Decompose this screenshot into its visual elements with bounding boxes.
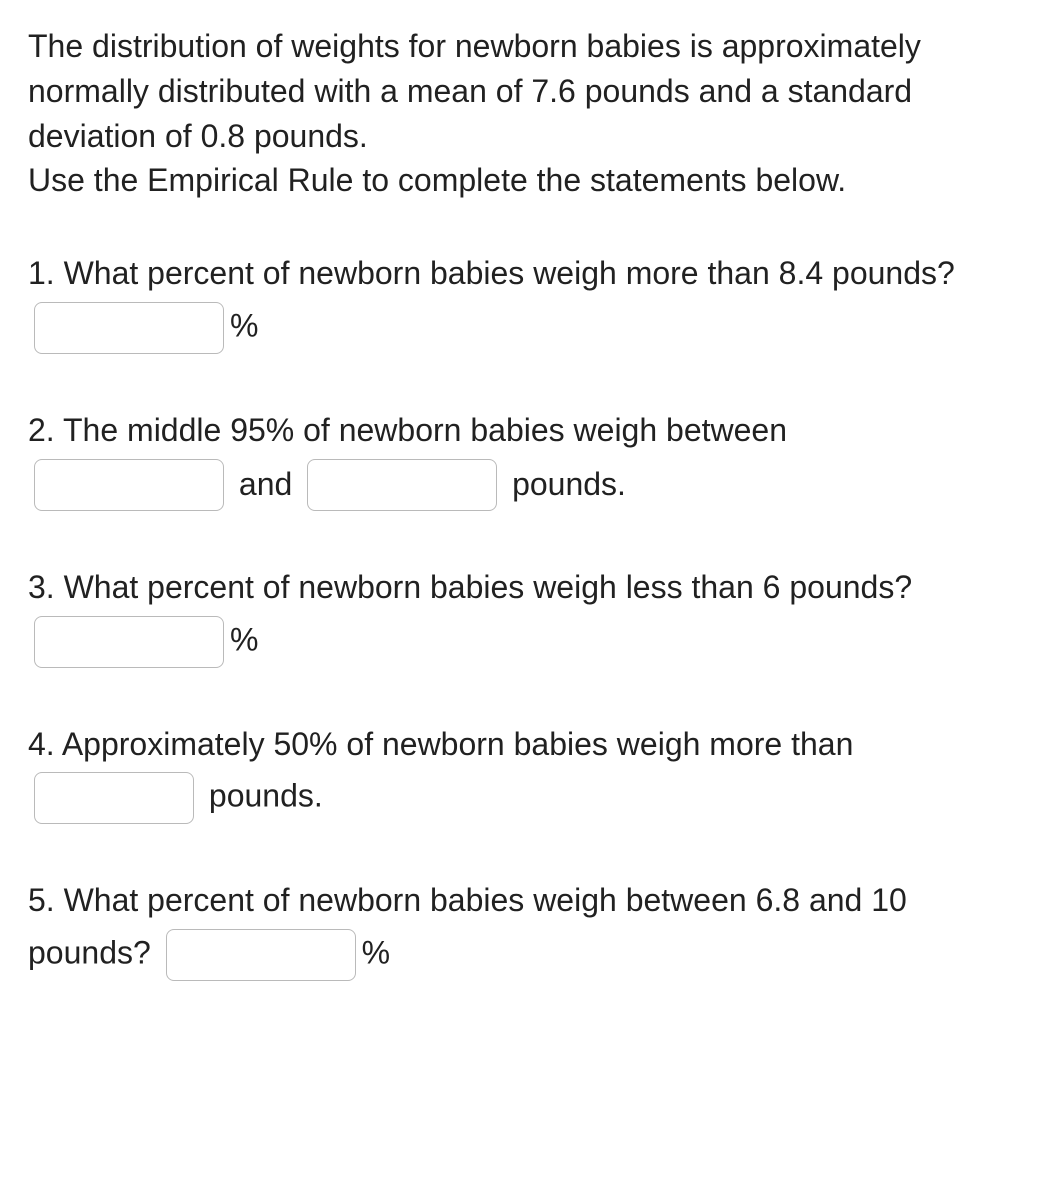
q2-lower-bound-input[interactable] <box>34 459 224 511</box>
q4-answer-input[interactable] <box>34 772 194 824</box>
q2-text-a: 2. The middle 95% of newborn babies weig… <box>28 408 1022 453</box>
question-4: 4. Approximately 50% of newborn babies w… <box>28 722 1022 831</box>
intro-paragraph-2: Use the Empirical Rule to complete the s… <box>28 158 1022 203</box>
q3-percent-label: % <box>230 621 258 657</box>
q2-and-label: and <box>230 462 301 507</box>
q1-text: 1. What percent of newborn babies weigh … <box>28 255 955 291</box>
q4-text-a: 4. Approximately 50% of newborn babies w… <box>28 726 853 762</box>
question-5: 5. What percent of newborn babies weigh … <box>28 878 1022 987</box>
question-1: 1. What percent of newborn babies weigh … <box>28 251 1022 360</box>
q1-percent-label: % <box>230 307 258 343</box>
q3-text: 3. What percent of newborn babies weigh … <box>28 569 912 605</box>
q1-answer-input[interactable] <box>34 302 224 354</box>
q3-answer-input[interactable] <box>34 616 224 668</box>
q5-answer-input[interactable] <box>166 929 356 981</box>
q5-percent-label: % <box>362 935 390 971</box>
problem-intro: The distribution of weights for newborn … <box>28 24 1022 203</box>
question-3: 3. What percent of newborn babies weigh … <box>28 565 1022 674</box>
q5-text: 5. What percent of newborn babies weigh … <box>28 882 907 970</box>
intro-paragraph-1: The distribution of weights for newborn … <box>28 24 1022 158</box>
q4-text-b: pounds. <box>209 778 323 814</box>
question-2: 2. The middle 95% of newborn babies weig… <box>28 408 1022 517</box>
q2-upper-bound-input[interactable] <box>307 459 497 511</box>
q2-text-b: pounds. <box>503 462 626 507</box>
